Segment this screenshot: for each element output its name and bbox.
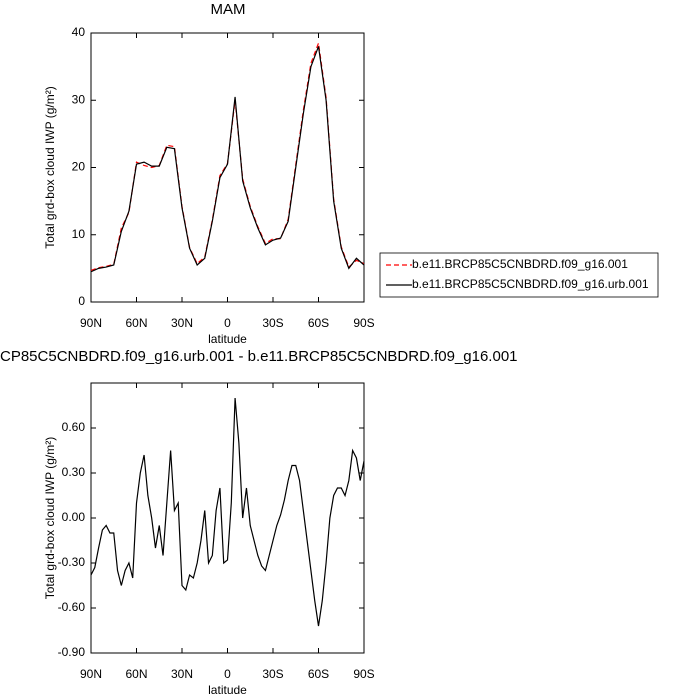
- x-tick-label: 90N: [80, 316, 102, 330]
- x-tick-label: 60S: [308, 316, 329, 330]
- x-tick-label: 30N: [171, 667, 193, 681]
- legend-label: b.e11.BRCP85C5CNBDRD.f09_g16.urb.001: [412, 277, 649, 291]
- y-tick-label: 0.60: [62, 420, 86, 434]
- chart-title: MAM: [211, 1, 246, 18]
- y-tick-label: 10: [72, 227, 86, 241]
- x-axis-label: latitude: [208, 683, 247, 697]
- x-tick-label: 60S: [308, 667, 329, 681]
- plot-frame: [90, 382, 365, 654]
- x-tick-label: 60N: [125, 667, 147, 681]
- y-tick-label: 0: [78, 294, 85, 308]
- legend-label: b.e11.BRCP85C5CNBDRD.f09_g16.001: [412, 257, 628, 271]
- y-axis-label: Total grd-box cloud IWP (g/m²): [43, 86, 57, 249]
- y-tick-label: 0.00: [62, 510, 86, 524]
- y-axis-label: Total grd-box cloud IWP (g/m²): [43, 437, 57, 600]
- y-tick-label: -0.30: [58, 555, 86, 569]
- y-tick-label: 40: [72, 25, 86, 39]
- y-tick-label: -0.90: [58, 645, 86, 659]
- y-tick-label: -0.60: [58, 600, 86, 614]
- x-tick-label: 30N: [171, 316, 193, 330]
- series-line: [90, 397, 365, 627]
- legend-box: [379, 252, 659, 298]
- x-tick-label: 90S: [353, 316, 374, 330]
- series-line: [90, 46, 365, 273]
- chart-title: CP85C5CNBDRD.f09_g16.urb.001 - b.e11.BRC…: [0, 348, 518, 365]
- x-tick-label: 30S: [262, 316, 283, 330]
- x-axis-label: latitude: [208, 332, 247, 346]
- y-tick-label: 20: [72, 160, 86, 174]
- x-tick-label: 60N: [125, 316, 147, 330]
- x-tick-label: 90S: [353, 667, 374, 681]
- x-tick-label: 30S: [262, 667, 283, 681]
- x-tick-label: 0: [224, 667, 231, 681]
- x-tick-label: 90N: [80, 667, 102, 681]
- y-tick-label: 30: [72, 92, 86, 106]
- x-tick-label: 0: [224, 316, 231, 330]
- y-tick-label: 0.30: [62, 465, 86, 479]
